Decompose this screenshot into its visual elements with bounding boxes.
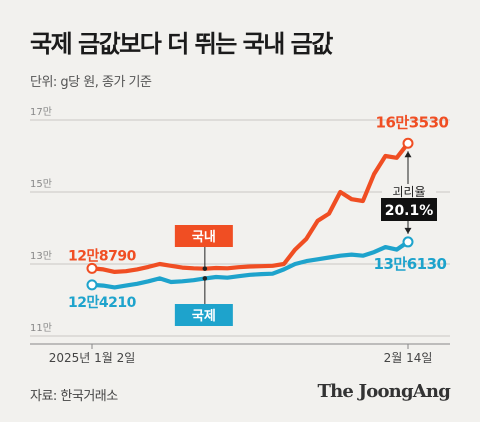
- domestic-end-value: 16만3530: [376, 113, 449, 131]
- chart-unit-note: 단위: g당 원, 종가 기준: [30, 75, 152, 90]
- domestic-start-value: 12만8790: [68, 248, 137, 264]
- publisher-logo: The JoongAng: [317, 381, 451, 402]
- international-start-value: 12만4210: [68, 295, 137, 311]
- domestic-leader-dot: [202, 266, 208, 271]
- international-end-value: 13만6130: [374, 255, 447, 273]
- y-tick-label: 15만: [30, 178, 52, 190]
- domestic-price-line: [89, 141, 411, 274]
- chart-title: 국제 금값보다 더 뛰는 국내 금값: [30, 30, 333, 58]
- domestic-name-label: 국내: [192, 229, 216, 245]
- y-tick-label: 13만: [30, 250, 52, 262]
- gap-arrow-down: [404, 227, 412, 234]
- international-price-line: [89, 239, 411, 290]
- international-end-point: [402, 236, 414, 248]
- international-start-point: [86, 279, 98, 291]
- y-tick-label: 17만: [30, 106, 52, 118]
- domestic-end-point: [402, 137, 414, 149]
- gap-value-box: [381, 198, 437, 221]
- gap-value: 20.1%: [385, 203, 434, 219]
- international-leader-dot: [202, 276, 208, 281]
- y-tick-label: 11만: [30, 322, 52, 334]
- international-name-label: 국제: [192, 309, 216, 324]
- x-tick-label: 2025년 1월 2일: [49, 351, 136, 365]
- x-tick-label: 2월 14일: [384, 351, 433, 365]
- gap-label-bg: [382, 184, 436, 199]
- gap-label: 괴리율: [392, 185, 425, 199]
- source-note: 자료: 한국거래소: [30, 389, 118, 404]
- international-name-tag: [174, 304, 233, 326]
- domestic-name-tag: [174, 225, 233, 247]
- gap-arrow-up: [404, 151, 412, 158]
- domestic-start-point: [86, 262, 98, 274]
